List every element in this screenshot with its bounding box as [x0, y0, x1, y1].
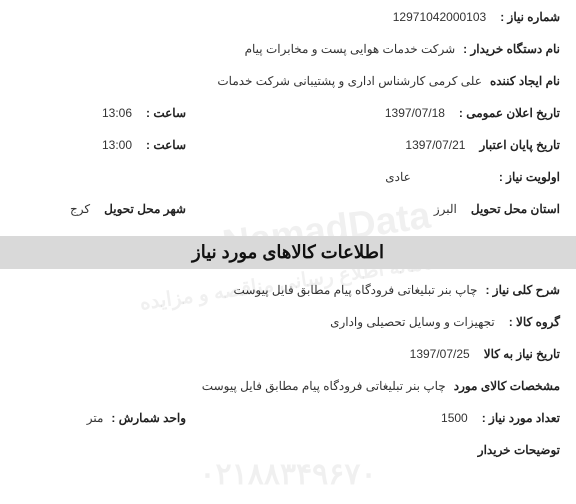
row-location: استان محل تحویل البرز شهر محل تحویل کرج — [16, 202, 560, 224]
row-buyer-notes: توضیحات خریدار — [16, 443, 560, 465]
row-announce: تاریخ اعلان عمومی : 1397/07/18 ساعت : 13… — [16, 106, 560, 128]
row-group: گروه کالا : تجهیزات و وسایل تحصیلی وادار… — [16, 315, 560, 337]
group-value: تجهیزات و وسایل تحصیلی واداری — [330, 315, 501, 329]
desc-label: شرح کلی نیاز : — [485, 283, 560, 297]
spec-label: مشخصات کالای مورد — [454, 379, 560, 393]
creator-label: نام ایجاد کننده — [490, 74, 560, 88]
expire-time-value: 13:00 — [102, 138, 138, 152]
buyer-notes-label: توضیحات خریدار — [478, 443, 560, 457]
expire-time-label: ساعت : — [146, 138, 186, 152]
creator-value: علی کرمی کارشناس اداری و پشتیبانی شرکت خ… — [217, 74, 482, 88]
group-label: گروه کالا : — [509, 315, 560, 329]
unit-value: متر — [87, 411, 104, 425]
city-label: شهر محل تحویل — [104, 202, 186, 216]
priority-label: اولویت نیاز : — [499, 170, 560, 184]
priority-value: عادی — [385, 170, 491, 184]
spec-value: چاپ بنر تبلیغاتی فرودگاه پیام مطابق فایل… — [202, 379, 446, 393]
row-qty: تعداد مورد نیاز : 1500 واحد شمارش : متر — [16, 411, 560, 433]
province-label: استان محل تحویل — [471, 202, 560, 216]
row-priority: اولویت نیاز : عادی — [16, 170, 560, 192]
announce-date-value: 1397/07/18 — [385, 106, 451, 120]
announce-time-label: ساعت : — [146, 106, 186, 120]
province-value: البرز — [434, 202, 463, 216]
announce-time-value: 13:06 — [102, 106, 138, 120]
row-need-number: شماره نیاز : 12971042000103 — [16, 10, 560, 32]
row-need-date: تاریخ نیاز به کالا 1397/07/25 — [16, 347, 560, 369]
need-number-label: شماره نیاز : — [500, 10, 560, 24]
qty-value: 1500 — [441, 411, 474, 425]
row-creator: نام ایجاد کننده علی کرمی کارشناس اداری و… — [16, 74, 560, 96]
expire-date-value: 1397/07/21 — [405, 138, 471, 152]
unit-label: واحد شمارش : — [111, 411, 186, 425]
row-spec: مشخصات کالای مورد چاپ بنر تبلیغاتی فرودگ… — [16, 379, 560, 401]
row-expire: تاریخ پایان اعتبار 1397/07/21 ساعت : 13:… — [16, 138, 560, 160]
form-content: شماره نیاز : 12971042000103 نام دستگاه خ… — [0, 0, 576, 485]
need-date-label: تاریخ نیاز به کالا — [484, 347, 560, 361]
section-title: اطلاعات کالاهای مورد نیاز — [0, 236, 576, 269]
desc-value: چاپ بنر تبلیغاتی فرودگاه پیام مطابق فایل… — [234, 283, 478, 297]
qty-label: تعداد مورد نیاز : — [482, 411, 560, 425]
city-value: کرج — [70, 202, 96, 216]
buyer-value: شرکت خدمات هوایی پست و مخابرات پیام — [245, 42, 456, 56]
buyer-label: نام دستگاه خریدار : — [463, 42, 560, 56]
need-number-value: 12971042000103 — [393, 10, 492, 24]
need-date-value: 1397/07/25 — [410, 347, 476, 361]
expire-date-label: تاریخ پایان اعتبار — [479, 138, 560, 152]
row-buyer: نام دستگاه خریدار : شرکت خدمات هوایی پست… — [16, 42, 560, 64]
announce-date-label: تاریخ اعلان عمومی : — [459, 106, 560, 120]
row-desc: شرح کلی نیاز : چاپ بنر تبلیغاتی فرودگاه … — [16, 283, 560, 305]
